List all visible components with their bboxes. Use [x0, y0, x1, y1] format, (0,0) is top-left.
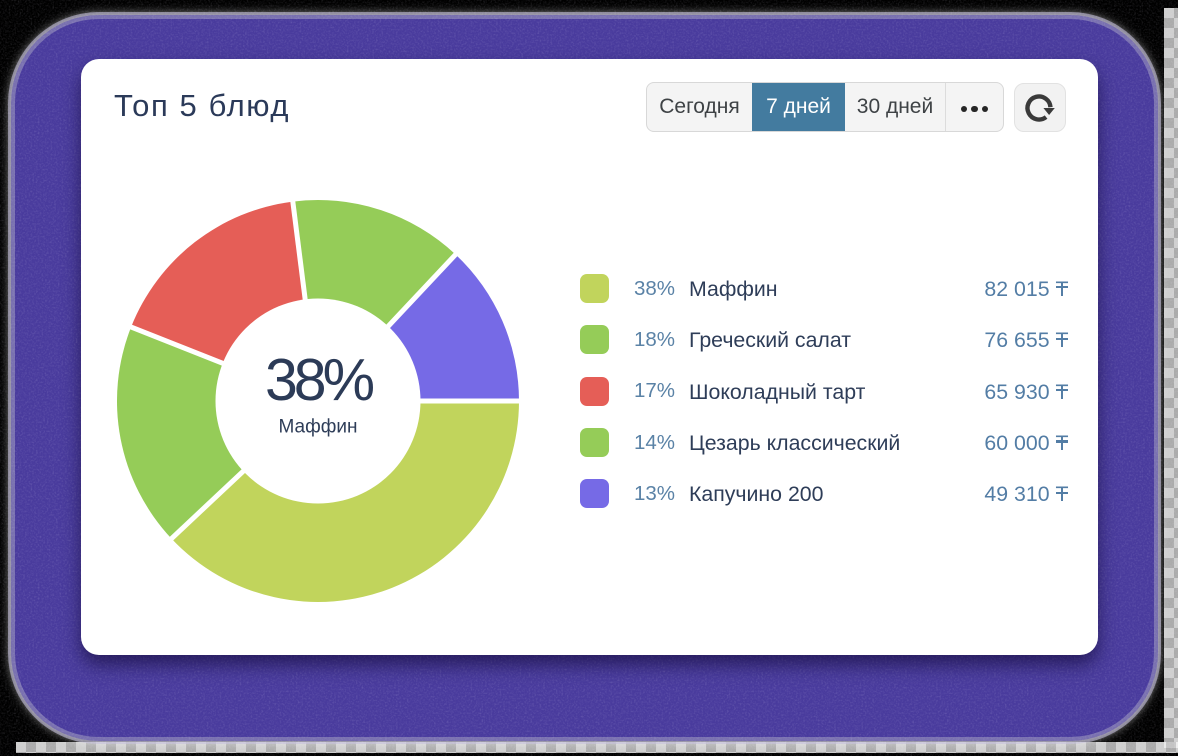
svg-text:38%: 38%	[265, 347, 374, 413]
svg-text:Маффин: Маффин	[279, 416, 358, 437]
